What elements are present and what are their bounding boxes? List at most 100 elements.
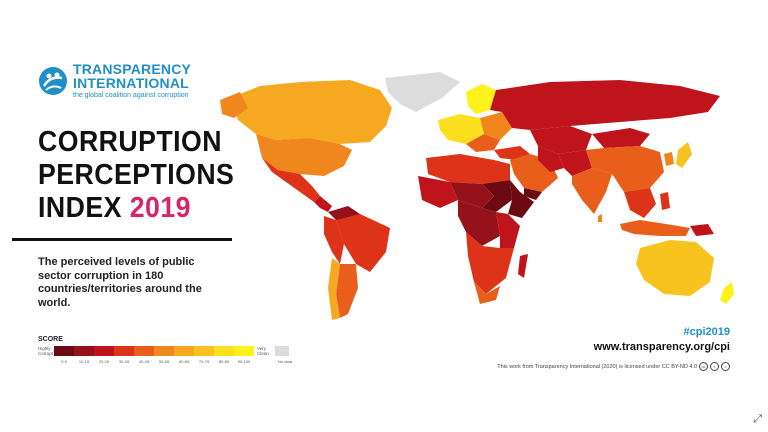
legend-low-end: Highly Corrupt	[38, 346, 54, 356]
region-scandinavia	[466, 84, 496, 114]
legend-bin: 0-9	[54, 346, 74, 364]
region-korea	[664, 152, 674, 166]
legend-bin-label: 80-89	[218, 359, 230, 364]
legend-swatch	[154, 346, 174, 356]
cc-icon: cc	[699, 362, 708, 371]
legend-bin-label: 60-69	[178, 359, 190, 364]
legend-swatch	[174, 346, 194, 356]
world-map	[220, 72, 734, 320]
legend-bin: 10-19	[74, 346, 94, 364]
region-central-asia	[530, 126, 592, 154]
legend-bin-label: 50-59	[158, 359, 170, 364]
region-turkey	[494, 146, 530, 160]
region-madagascar	[518, 254, 528, 278]
legend-bin-label: 30-39	[118, 359, 130, 364]
region-japan	[676, 142, 692, 168]
region-andes	[324, 216, 344, 264]
region-brazil	[336, 214, 390, 272]
page-title: CORRUPTION PERCEPTIONS INDEX 2019	[38, 126, 234, 225]
expand-icon[interactable]: ⤢	[753, 413, 762, 425]
legend-color-scale: 0-9 10-19 20-29 30-39 40-49 50-59 60-69 70-79 80…	[54, 346, 254, 364]
legend-swatch	[74, 346, 94, 356]
legend-bin: 70-79	[194, 346, 214, 364]
title-line1: CORRUPTION	[38, 126, 222, 158]
region-southeast-asia	[624, 188, 656, 218]
region-usa	[256, 134, 352, 176]
region-sahel	[450, 182, 494, 208]
region-west-africa	[418, 176, 458, 208]
region-balkans	[466, 134, 500, 152]
legend-swatch	[134, 346, 154, 356]
nd-icon: =	[721, 362, 730, 371]
region-southern-africa	[466, 232, 514, 294]
legend-bin-label: 10-19	[78, 359, 90, 364]
legend-swatch	[234, 346, 254, 356]
by-icon: i	[710, 362, 719, 371]
transparency-international-logo: TRANSPARENCY INTERNATIONAL the global co…	[38, 62, 191, 99]
legend-bin: 80-89	[214, 346, 234, 364]
region-indonesia	[620, 220, 690, 236]
legend-no-data-label: No data	[277, 359, 292, 364]
legend-swatch	[94, 346, 114, 356]
score-legend: Highly Corrupt 0-9 10-19 20-29 30-39 40-49 50…	[38, 346, 295, 364]
region-western-europe	[438, 114, 484, 144]
legend-no-data: No data	[275, 346, 295, 364]
region-east-africa	[496, 212, 520, 248]
legend-bin: 30-39	[114, 346, 134, 364]
brand-name-line2: INTERNATIONAL	[73, 75, 189, 91]
brand-name-line1: TRANSPARENCY	[73, 61, 192, 77]
legend-bin: 60-69	[174, 346, 194, 364]
region-china	[586, 146, 664, 192]
region-eastern-europe	[480, 112, 512, 140]
region-yemen	[524, 188, 542, 200]
legend-high-end: Very Clean	[257, 346, 269, 356]
region-iran	[538, 146, 564, 172]
region-mongolia	[592, 128, 650, 148]
region-philippines	[660, 192, 670, 210]
legend-title: SCORE	[38, 336, 63, 343]
region-sri-lanka	[598, 214, 602, 222]
region-argentina	[336, 264, 358, 318]
legend-bin-label: 0-9	[61, 359, 67, 364]
legend-swatch	[194, 346, 214, 356]
website-url: www.transparency.org/cpi	[593, 341, 730, 353]
title-line3: INDEX	[38, 192, 122, 224]
region-north-africa	[426, 154, 510, 184]
legend-swatch	[54, 346, 74, 356]
globe-people-icon	[39, 66, 67, 95]
region-india	[572, 168, 612, 214]
region-horn	[508, 180, 534, 218]
legend-swatch	[114, 346, 134, 356]
license-notice: This work from Transparency Internationa…	[497, 362, 730, 371]
legend-bin-label: 70-79	[198, 359, 210, 364]
title-line2: PERCEPTIONS	[38, 159, 235, 191]
region-mexico	[262, 158, 320, 202]
region-russia	[490, 80, 720, 130]
legend-bin-label: 40-49	[138, 359, 150, 364]
region-australia	[636, 240, 714, 296]
title-divider	[12, 238, 232, 241]
license-text: This work from Transparency Internationa…	[497, 363, 697, 370]
region-south-africa	[474, 282, 500, 304]
legend-bin-label: 20-29	[98, 359, 110, 364]
region-new-zealand	[720, 282, 734, 304]
legend-bin-label: 90-100	[237, 359, 251, 364]
legend-bin: 20-29	[94, 346, 114, 364]
description: The perceived levels of public sector co…	[38, 256, 202, 309]
region-afghanistan-pakistan	[558, 150, 592, 176]
brand-tagline: the global coalition against corruption	[73, 92, 189, 99]
region-central-africa	[458, 200, 500, 246]
legend-swatch	[214, 346, 234, 356]
region-greenland	[385, 72, 460, 112]
legend-bin: 90-100	[234, 346, 254, 364]
region-chile	[328, 258, 340, 320]
legend-bin: 40-49	[134, 346, 154, 364]
region-canada	[230, 80, 392, 144]
legend-no-data-swatch	[275, 346, 289, 356]
legend-bin: 50-59	[154, 346, 174, 364]
region-alaska	[220, 92, 248, 118]
title-year: 2019	[129, 192, 191, 224]
region-sudan	[482, 180, 512, 212]
region-central-america	[314, 196, 332, 212]
hashtag: #cpi2019	[683, 326, 730, 338]
